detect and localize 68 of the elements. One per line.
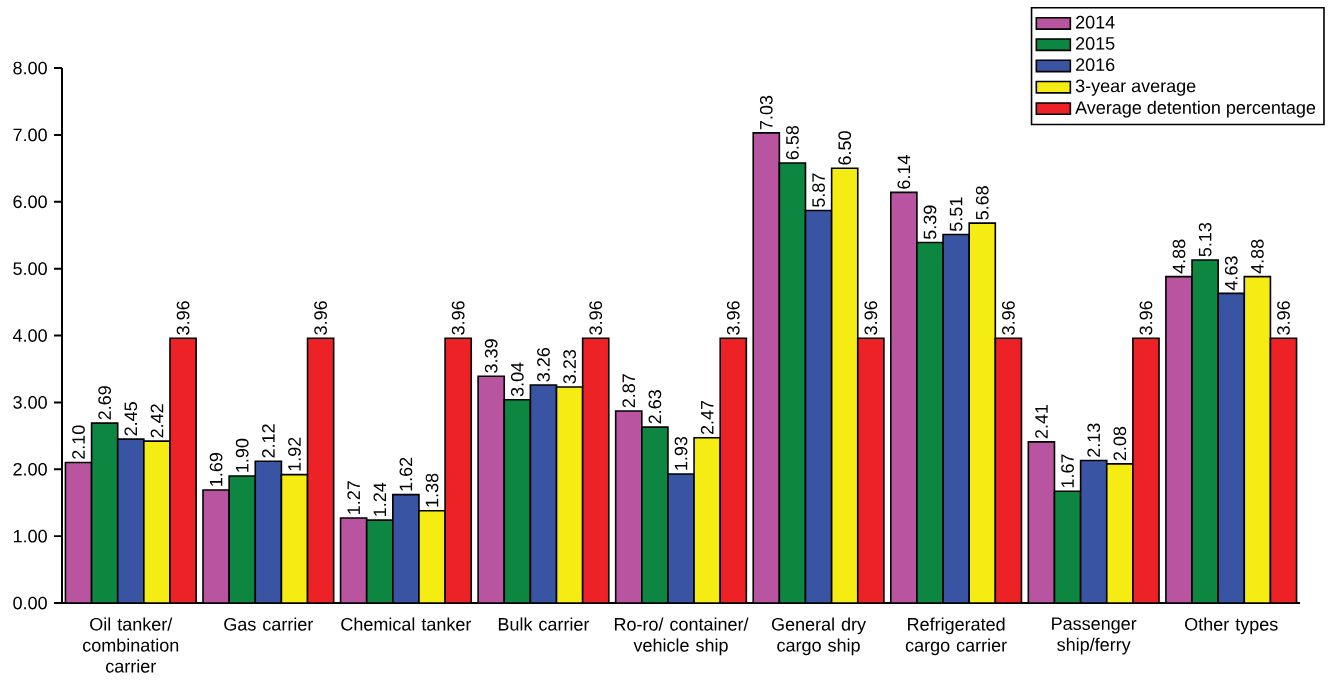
data-label: 6.58	[786, 125, 799, 160]
data-label: 5.39	[923, 205, 937, 240]
data-label: 1.67	[1061, 454, 1074, 488]
x-tick-label: General dry cargo ship	[771, 617, 867, 656]
data-label: 1.62	[399, 457, 413, 491]
data-label: 3.26	[537, 347, 550, 382]
y-tick-label: 3.00	[13, 396, 47, 409]
y-tick-label: 2.00	[13, 462, 47, 476]
x-tick-label: Oil tanker/ combination carrier	[83, 617, 179, 673]
data-label: 3.96	[864, 301, 878, 335]
data-label: 2.08	[1113, 426, 1127, 461]
data-label: 4.88	[1172, 239, 1186, 274]
data-label: 1.69	[209, 453, 223, 486]
data-label: 2.87	[622, 374, 636, 408]
data-label: 3.04	[510, 362, 524, 397]
data-label: 6.50	[838, 131, 852, 165]
x-tick-label: Chemical tanker	[341, 617, 472, 631]
data-label: 5.13	[1198, 222, 1212, 257]
data-label: 5.87	[812, 173, 825, 207]
data-label: 3.96	[176, 301, 190, 335]
data-label: 7.03	[759, 95, 773, 130]
y-tick-label: 5.00	[13, 262, 47, 276]
legend-label: Average detention percentage	[1075, 100, 1316, 118]
data-label: 1.38	[425, 473, 439, 507]
y-tick-label: 6.00	[13, 195, 47, 209]
data-label: 1.24	[373, 482, 387, 516]
data-label: 3.96	[589, 301, 603, 335]
data-label: 4.63	[1224, 256, 1238, 291]
data-label: 1.90	[235, 438, 249, 472]
data-label: 3.96	[1002, 301, 1015, 335]
y-tick-label: 0.00	[13, 596, 47, 610]
data-label: 1.27	[347, 481, 360, 514]
data-label: 3.96	[1139, 301, 1153, 335]
data-label: 2.13	[1087, 423, 1101, 457]
legend-label: 3-year average	[1075, 79, 1196, 96]
legend-label: 2015	[1076, 37, 1115, 50]
legend-label: 2016	[1076, 58, 1115, 72]
data-label: 6.14	[897, 155, 911, 189]
data-label: 2.63	[648, 390, 662, 424]
data-label: 3.39	[484, 339, 498, 373]
data-label: 2.45	[124, 402, 138, 436]
y-tick-label: 1.00	[13, 529, 47, 543]
y-tick-label: 8.00	[13, 61, 47, 75]
data-label: 2.41	[1035, 404, 1048, 439]
data-label: 1.92	[288, 437, 301, 471]
x-tick-label: Gas carrier	[224, 617, 314, 631]
data-label: 3.23	[563, 349, 576, 384]
data-label: 2.47	[700, 400, 714, 435]
data-label: 3.96	[1277, 301, 1290, 335]
data-label: 2.42	[150, 404, 164, 438]
y-tick-label: 7.00	[13, 128, 47, 142]
y-tick-label: 4.00	[12, 329, 47, 342]
data-label: 2.10	[72, 425, 85, 459]
x-tick-label: Passenger ship/ferry	[1052, 617, 1137, 655]
x-tick-label: Other types	[1185, 617, 1278, 635]
data-label: 5.68	[975, 186, 989, 220]
x-tick-label: Refrigerated cargo carrier	[905, 617, 1007, 656]
data-label: 3.96	[726, 301, 740, 335]
data-label: 3.96	[314, 301, 327, 335]
data-label: 4.88	[1251, 239, 1264, 274]
x-tick-label: Ro-ro/ container/ vehicle ship	[614, 617, 749, 656]
x-tick-label: Bulk carrier	[498, 617, 590, 631]
data-label: 2.69	[98, 386, 112, 420]
legend-label: 2014	[1076, 15, 1115, 29]
data-label: 5.51	[949, 197, 963, 232]
data-label: 1.93	[674, 436, 688, 470]
data-label: 2.12	[262, 424, 275, 458]
data-label: 3.96	[451, 301, 465, 335]
